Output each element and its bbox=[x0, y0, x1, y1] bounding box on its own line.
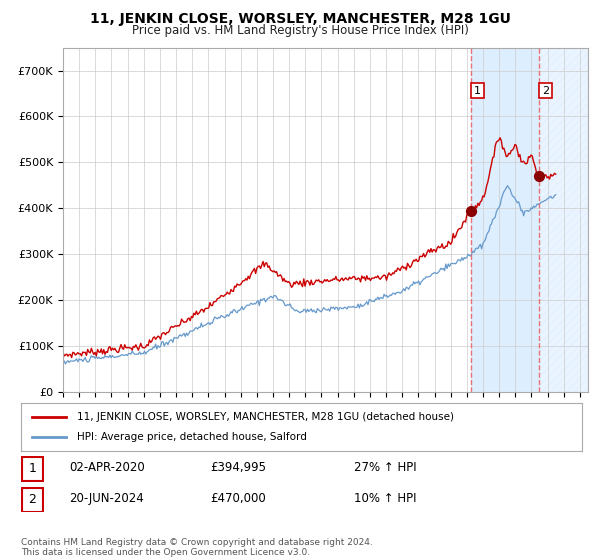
Text: 10% ↑ HPI: 10% ↑ HPI bbox=[354, 492, 416, 505]
FancyBboxPatch shape bbox=[22, 488, 43, 512]
Text: 1: 1 bbox=[28, 463, 37, 475]
FancyBboxPatch shape bbox=[22, 457, 43, 481]
Text: 20-JUN-2024: 20-JUN-2024 bbox=[69, 492, 144, 505]
Text: 02-APR-2020: 02-APR-2020 bbox=[69, 461, 145, 474]
Text: Contains HM Land Registry data © Crown copyright and database right 2024.
This d: Contains HM Land Registry data © Crown c… bbox=[21, 538, 373, 557]
Bar bbox=[471, 48, 539, 392]
Text: 2: 2 bbox=[542, 86, 549, 96]
Text: 11, JENKIN CLOSE, WORSLEY, MANCHESTER, M28 1GU: 11, JENKIN CLOSE, WORSLEY, MANCHESTER, M… bbox=[89, 12, 511, 26]
Text: 2: 2 bbox=[28, 493, 37, 506]
Text: 1: 1 bbox=[474, 86, 481, 96]
Text: 11, JENKIN CLOSE, WORSLEY, MANCHESTER, M28 1GU (detached house): 11, JENKIN CLOSE, WORSLEY, MANCHESTER, M… bbox=[77, 412, 454, 422]
Point bbox=[534, 172, 544, 181]
Point bbox=[466, 206, 476, 215]
Text: 27% ↑ HPI: 27% ↑ HPI bbox=[354, 461, 416, 474]
Text: Price paid vs. HM Land Registry's House Price Index (HPI): Price paid vs. HM Land Registry's House … bbox=[131, 24, 469, 37]
Text: HPI: Average price, detached house, Salford: HPI: Average price, detached house, Salf… bbox=[77, 432, 307, 442]
Text: £470,000: £470,000 bbox=[210, 492, 266, 505]
Text: £394,995: £394,995 bbox=[210, 461, 266, 474]
Bar bbox=[539, 48, 588, 392]
